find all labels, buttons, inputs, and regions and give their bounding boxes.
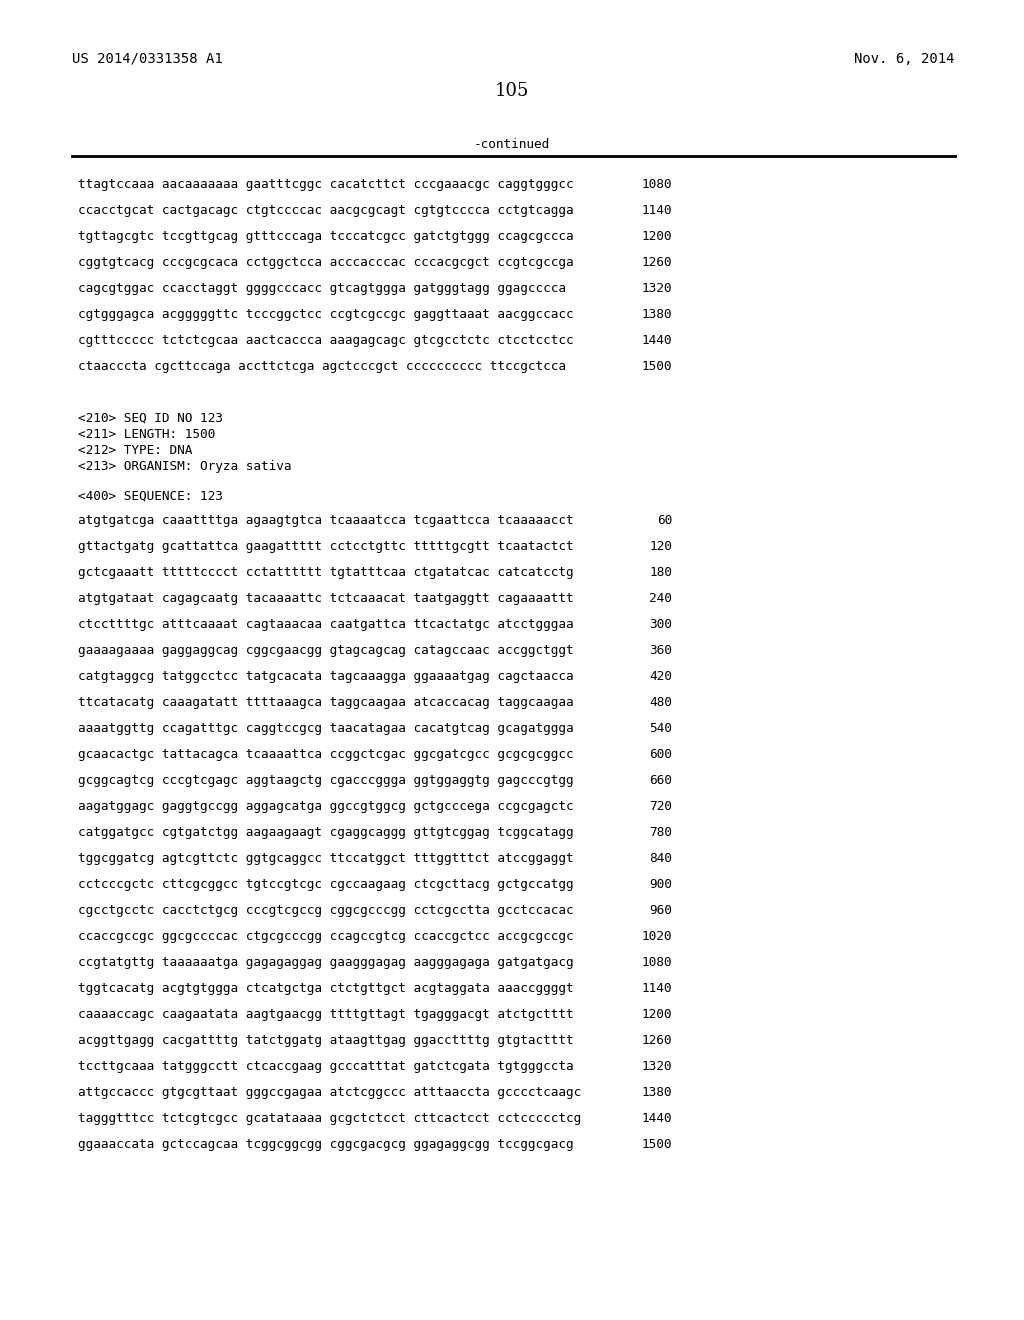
Text: 960: 960 xyxy=(649,904,672,917)
Text: cgtgggagca acgggggttc tcccggctcc ccgtcgccgc gaggttaaat aacggccacc: cgtgggagca acgggggttc tcccggctcc ccgtcgc… xyxy=(78,308,573,321)
Text: 1260: 1260 xyxy=(641,256,672,269)
Text: 1440: 1440 xyxy=(641,1111,672,1125)
Text: 1500: 1500 xyxy=(641,360,672,374)
Text: catgtaggcg tatggcctcc tatgcacata tagcaaagga ggaaaatgag cagctaacca: catgtaggcg tatggcctcc tatgcacata tagcaaa… xyxy=(78,671,573,682)
Text: 840: 840 xyxy=(649,851,672,865)
Text: Nov. 6, 2014: Nov. 6, 2014 xyxy=(854,51,955,66)
Text: atgtgatcga caaattttga agaagtgtca tcaaaatcca tcgaattcca tcaaaaacct: atgtgatcga caaattttga agaagtgtca tcaaaat… xyxy=(78,513,573,527)
Text: <210> SEQ ID NO 123: <210> SEQ ID NO 123 xyxy=(78,412,223,425)
Text: <213> ORGANISM: Oryza sativa: <213> ORGANISM: Oryza sativa xyxy=(78,459,292,473)
Text: gttactgatg gcattattca gaagattttt cctcctgttc tttttgcgtt tcaatactct: gttactgatg gcattattca gaagattttt cctcctg… xyxy=(78,540,573,553)
Text: 720: 720 xyxy=(649,800,672,813)
Text: 1140: 1140 xyxy=(641,982,672,995)
Text: tccttgcaaa tatgggcctt ctcaccgaag gcccatttat gatctcgata tgtgggccta: tccttgcaaa tatgggcctt ctcaccgaag gcccatt… xyxy=(78,1060,573,1073)
Text: 1260: 1260 xyxy=(641,1034,672,1047)
Text: caaaaccagc caagaatata aagtgaacgg ttttgttagt tgagggacgt atctgctttt: caaaaccagc caagaatata aagtgaacgg ttttgtt… xyxy=(78,1008,573,1020)
Text: 1380: 1380 xyxy=(641,308,672,321)
Text: 1500: 1500 xyxy=(641,1138,672,1151)
Text: 480: 480 xyxy=(649,696,672,709)
Text: aaaatggttg ccagatttgc caggtccgcg taacatagaa cacatgtcag gcagatggga: aaaatggttg ccagatttgc caggtccgcg taacata… xyxy=(78,722,573,735)
Text: atgtgataat cagagcaatg tacaaaattc tctcaaacat taatgaggtt cagaaaattt: atgtgataat cagagcaatg tacaaaattc tctcaaa… xyxy=(78,591,573,605)
Text: acggttgagg cacgattttg tatctggatg ataagttgag ggaccttttg gtgtactttt: acggttgagg cacgattttg tatctggatg ataagtt… xyxy=(78,1034,573,1047)
Text: cctcccgctc cttcgcggcc tgtccgtcgc cgccaagaag ctcgcttacg gctgccatgg: cctcccgctc cttcgcggcc tgtccgtcgc cgccaag… xyxy=(78,878,573,891)
Text: cggtgtcacg cccgcgcaca cctggctcca acccacccac cccacgcgct ccgtcgccga: cggtgtcacg cccgcgcaca cctggctcca acccacc… xyxy=(78,256,573,269)
Text: 1020: 1020 xyxy=(641,931,672,942)
Text: 1200: 1200 xyxy=(641,230,672,243)
Text: 1200: 1200 xyxy=(641,1008,672,1020)
Text: 180: 180 xyxy=(649,566,672,579)
Text: -continued: -continued xyxy=(474,139,550,150)
Text: ccaccgccgc ggcgccccac ctgcgcccgg ccagccgtcg ccaccgctcc accgcgccgc: ccaccgccgc ggcgccccac ctgcgcccgg ccagccg… xyxy=(78,931,573,942)
Text: 240: 240 xyxy=(649,591,672,605)
Text: 360: 360 xyxy=(649,644,672,657)
Text: ccgtatgttg taaaaaatga gagagaggag gaagggagag aagggagaga gatgatgacg: ccgtatgttg taaaaaatga gagagaggag gaaggga… xyxy=(78,956,573,969)
Text: cagcgtggac ccacctaggt ggggcccacc gtcagtggga gatgggtagg ggagcccca: cagcgtggac ccacctaggt ggggcccacc gtcagtg… xyxy=(78,282,566,294)
Text: 1140: 1140 xyxy=(641,205,672,216)
Text: tggcggatcg agtcgttctc ggtgcaggcc ttccatggct tttggtttct atccggaggt: tggcggatcg agtcgttctc ggtgcaggcc ttccatg… xyxy=(78,851,573,865)
Text: gcaacactgc tattacagca tcaaaattca ccggctcgac ggcgatcgcc gcgcgcggcc: gcaacactgc tattacagca tcaaaattca ccggctc… xyxy=(78,748,573,762)
Text: 600: 600 xyxy=(649,748,672,762)
Text: 900: 900 xyxy=(649,878,672,891)
Text: tgttagcgtc tccgttgcag gtttcccaga tcccatcgcc gatctgtggg ccagcgccca: tgttagcgtc tccgttgcag gtttcccaga tcccatc… xyxy=(78,230,573,243)
Text: 300: 300 xyxy=(649,618,672,631)
Text: ggaaaccata gctccagcaa tcggcggcgg cggcgacgcg ggagaggcgg tccggcgacg: ggaaaccata gctccagcaa tcggcggcgg cggcgac… xyxy=(78,1138,573,1151)
Text: ttagtccaaa aacaaaaaaa gaatttcggc cacatcttct cccgaaacgc caggtgggcc: ttagtccaaa aacaaaaaaa gaatttcggc cacatct… xyxy=(78,178,573,191)
Text: ctaacccta cgcttccaga accttctcga agctcccgct cccccccccc ttccgctcca: ctaacccta cgcttccaga accttctcga agctcccg… xyxy=(78,360,566,374)
Text: attgccaccc gtgcgttaat gggccgagaa atctcggccc atttaaccta gcccctcaagc: attgccaccc gtgcgttaat gggccgagaa atctcgg… xyxy=(78,1086,582,1100)
Text: cgtttccccc tctctcgcaa aactcaccca aaagagcagc gtcgcctctc ctcctcctcc: cgtttccccc tctctcgcaa aactcaccca aaagagc… xyxy=(78,334,573,347)
Text: ccacctgcat cactgacagc ctgtccccac aacgcgcagt cgtgtcccca cctgtcagga: ccacctgcat cactgacagc ctgtccccac aacgcgc… xyxy=(78,205,573,216)
Text: tagggtttcc tctcgtcgcc gcatataaaa gcgctctcct cttcactcct cctccccctcg: tagggtttcc tctcgtcgcc gcatataaaa gcgctct… xyxy=(78,1111,582,1125)
Text: 120: 120 xyxy=(649,540,672,553)
Text: US 2014/0331358 A1: US 2014/0331358 A1 xyxy=(72,51,223,66)
Text: catggatgcc cgtgatctgg aagaagaagt cgaggcaggg gttgtcggag tcggcatagg: catggatgcc cgtgatctgg aagaagaagt cgaggca… xyxy=(78,826,573,840)
Text: 1320: 1320 xyxy=(641,282,672,294)
Text: <400> SEQUENCE: 123: <400> SEQUENCE: 123 xyxy=(78,490,223,503)
Text: tggtcacatg acgtgtggga ctcatgctga ctctgttgct acgtaggata aaaccggggt: tggtcacatg acgtgtggga ctcatgctga ctctgtt… xyxy=(78,982,573,995)
Text: 105: 105 xyxy=(495,82,529,100)
Text: 660: 660 xyxy=(649,774,672,787)
Text: 540: 540 xyxy=(649,722,672,735)
Text: 1440: 1440 xyxy=(641,334,672,347)
Text: 1080: 1080 xyxy=(641,956,672,969)
Text: <212> TYPE: DNA: <212> TYPE: DNA xyxy=(78,444,193,457)
Text: gcggcagtcg cccgtcgagc aggtaagctg cgacccggga ggtggaggtg gagcccgtgg: gcggcagtcg cccgtcgagc aggtaagctg cgacccg… xyxy=(78,774,573,787)
Text: 780: 780 xyxy=(649,826,672,840)
Text: 60: 60 xyxy=(656,513,672,527)
Text: 1380: 1380 xyxy=(641,1086,672,1100)
Text: 1080: 1080 xyxy=(641,178,672,191)
Text: cgcctgcctc cacctctgcg cccgtcgccg cggcgcccgg cctcgcctta gcctccacac: cgcctgcctc cacctctgcg cccgtcgccg cggcgcc… xyxy=(78,904,573,917)
Text: gctcgaaatt tttttcccct cctatttttt tgtatttcaa ctgatatcac catcatcctg: gctcgaaatt tttttcccct cctatttttt tgtattt… xyxy=(78,566,573,579)
Text: aagatggagc gaggtgccgg aggagcatga ggccgtggcg gctgcccega ccgcgagctc: aagatggagc gaggtgccgg aggagcatga ggccgtg… xyxy=(78,800,573,813)
Text: ctccttttgc atttcaaaat cagtaaacaa caatgattca ttcactatgc atcctgggaa: ctccttttgc atttcaaaat cagtaaacaa caatgat… xyxy=(78,618,573,631)
Text: ttcatacatg caaagatatt ttttaaagca taggcaagaa atcaccacag taggcaagaa: ttcatacatg caaagatatt ttttaaagca taggcaa… xyxy=(78,696,573,709)
Text: gaaaagaaaa gaggaggcag cggcgaacgg gtagcagcag catagccaac accggctggt: gaaaagaaaa gaggaggcag cggcgaacgg gtagcag… xyxy=(78,644,573,657)
Text: 1320: 1320 xyxy=(641,1060,672,1073)
Text: <211> LENGTH: 1500: <211> LENGTH: 1500 xyxy=(78,428,215,441)
Text: 420: 420 xyxy=(649,671,672,682)
